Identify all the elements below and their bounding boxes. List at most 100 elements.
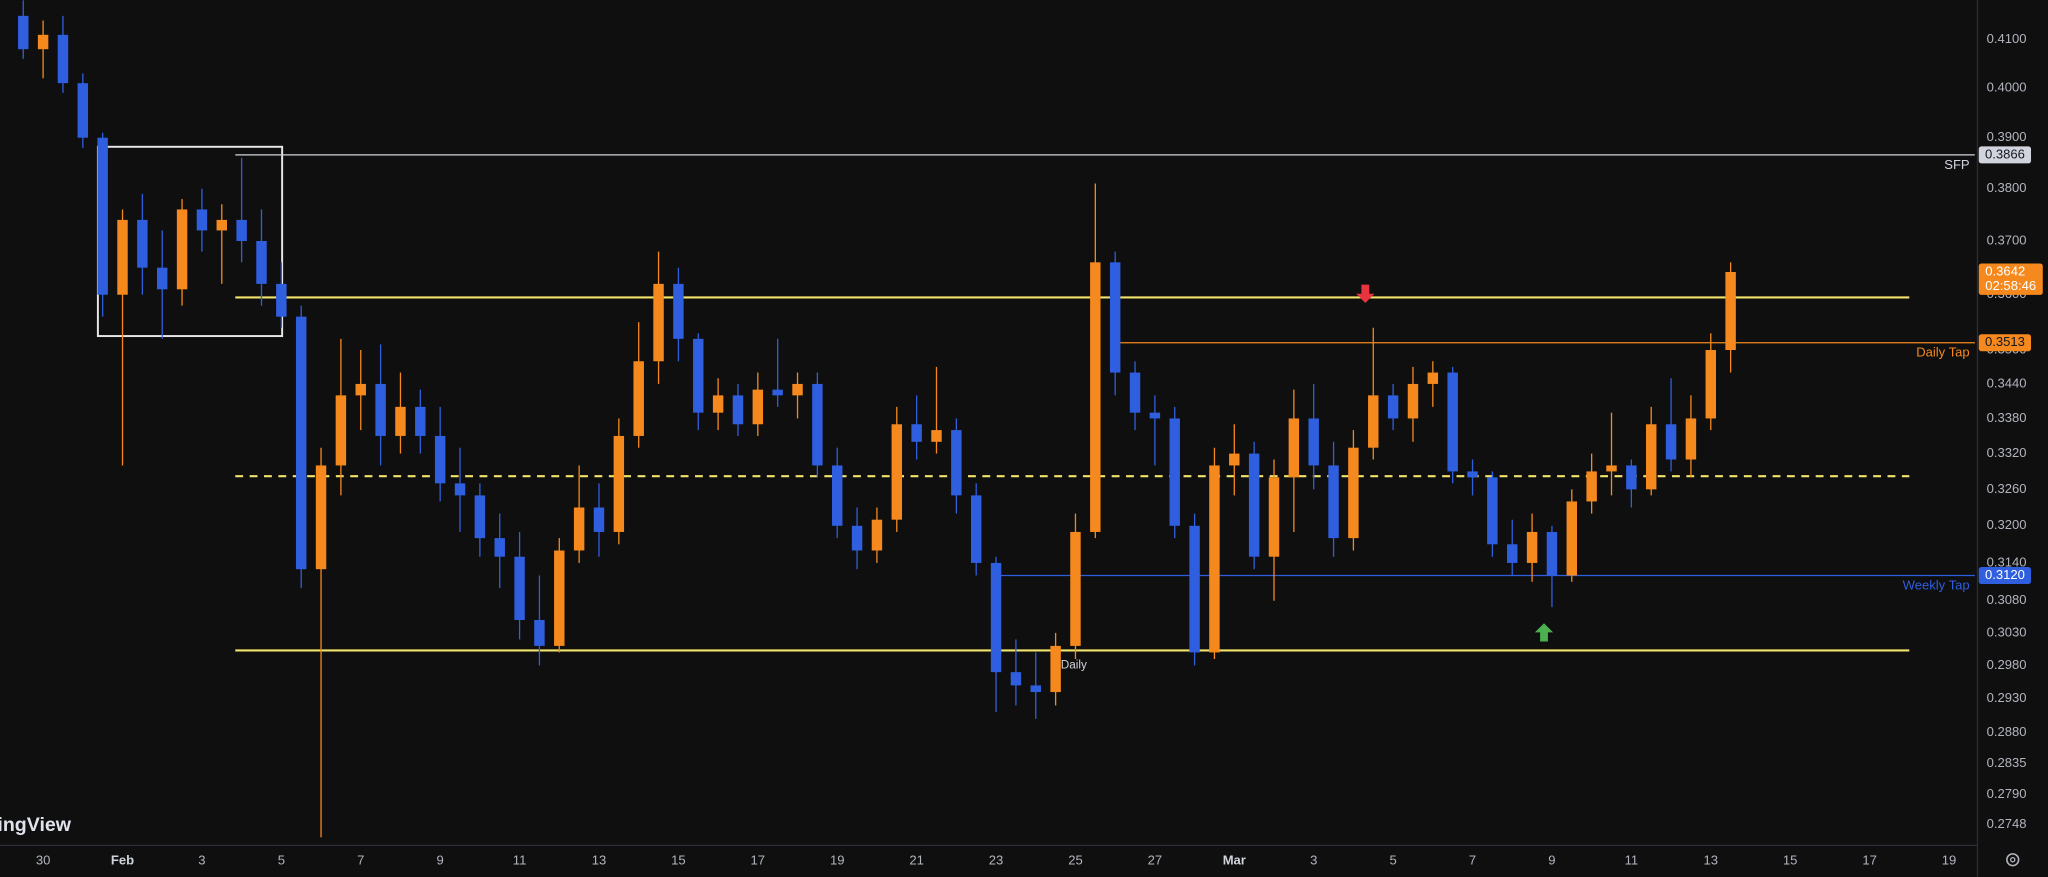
candle-body	[970, 495, 982, 563]
candle-body	[256, 240, 267, 284]
candle-body	[1268, 477, 1280, 557]
candle-body	[812, 383, 823, 466]
candle-body	[474, 495, 486, 539]
candle-body	[832, 465, 843, 526]
candle-body	[693, 338, 704, 413]
candle-body	[1407, 383, 1419, 419]
y-tick-label: 0.2790	[1987, 786, 2027, 801]
candle-body	[156, 267, 168, 290]
x-tick-label: 9	[437, 852, 444, 867]
candle-body	[772, 389, 783, 396]
settings-icon[interactable]	[2006, 853, 2020, 867]
y-tick-label: 0.4000	[1987, 80, 2027, 95]
candle-body	[1308, 418, 1319, 466]
candle-body	[1705, 350, 1716, 419]
candle-body	[653, 283, 664, 362]
candle-body	[276, 283, 287, 317]
candle-body	[57, 34, 69, 84]
candle-body	[1447, 372, 1458, 472]
candle-body	[1050, 645, 1061, 693]
candle-body	[1507, 544, 1518, 563]
candle-body	[792, 383, 803, 396]
candle-body	[1348, 447, 1359, 539]
x-tick-label: 3	[198, 852, 205, 867]
candle-body	[1665, 424, 1677, 460]
x-tick-label: Feb	[111, 852, 134, 867]
candle-body	[1030, 685, 1041, 693]
candle-body	[1387, 395, 1399, 419]
candle-body	[1189, 525, 1200, 653]
candle-body	[911, 424, 922, 442]
last-price-badge	[1978, 263, 2043, 295]
candle-body	[593, 507, 605, 532]
candle-body	[236, 219, 247, 241]
candle-body	[1427, 372, 1439, 384]
candle-body	[1586, 471, 1597, 502]
candle-body	[712, 395, 724, 413]
candle-body	[355, 383, 366, 396]
candle-body	[315, 465, 327, 570]
candle-body	[534, 619, 545, 646]
candle-body	[1209, 465, 1220, 653]
x-tick-label: 17	[751, 852, 766, 867]
candle-body	[1685, 418, 1697, 460]
candle-body	[1070, 531, 1081, 646]
candle-body	[434, 435, 446, 484]
candle-body	[1606, 465, 1617, 472]
candle-body	[18, 15, 29, 50]
y-tick-label: 0.3440	[1987, 375, 2027, 390]
candle-body	[891, 424, 903, 520]
countdown-label: 02:58:46	[1985, 278, 2036, 293]
candle-body	[97, 137, 108, 295]
candle-body	[395, 406, 406, 436]
candle-body	[1288, 418, 1300, 478]
x-tick-label: 7	[357, 852, 364, 867]
x-tick-label: 3	[1310, 852, 1317, 867]
x-tick-label: 19	[1942, 852, 1957, 867]
x-tick-label: 5	[278, 852, 285, 867]
level-label: Daily Tap	[1916, 345, 1969, 360]
candle-body	[1368, 395, 1379, 448]
x-tick-label: 7	[1469, 852, 1476, 867]
x-tick-label: 13	[592, 852, 607, 867]
x-tick-label: Mar	[1223, 852, 1246, 867]
candle-body	[673, 283, 684, 339]
x-tick-label: 23	[989, 852, 1004, 867]
candle-body	[951, 430, 962, 496]
x-tick-label: 11	[1625, 852, 1639, 867]
candle-body	[454, 483, 466, 496]
candle-body	[176, 209, 188, 290]
candle-body	[494, 538, 505, 557]
y-tick-label: 0.3200	[1987, 517, 2027, 532]
x-tick-label: 21	[909, 852, 924, 867]
level-label: SFP	[1944, 157, 1970, 172]
price-badge	[1978, 566, 2032, 584]
candle-body	[732, 395, 744, 425]
last-price-label: 0.3642	[1985, 263, 2025, 278]
candle-body	[851, 525, 863, 551]
candle-body	[1229, 453, 1240, 466]
candle-body	[1526, 531, 1538, 563]
candle-body	[1328, 465, 1339, 539]
y-tick-label: 0.3900	[1987, 129, 2027, 144]
candle-body	[1566, 501, 1578, 576]
x-tick-label: 15	[1783, 852, 1798, 867]
candle-body	[1645, 424, 1657, 490]
x-tick-label: 30	[36, 852, 51, 867]
candle-body	[931, 430, 942, 442]
x-tick-label: 15	[671, 852, 686, 867]
candle-body	[1626, 465, 1637, 490]
y-tick-label: 0.3140	[1987, 554, 2027, 569]
candle-body	[1109, 262, 1121, 373]
candle-body	[415, 406, 426, 436]
y-tick-label: 0.2980	[1987, 657, 2027, 672]
y-tick-label: 0.2835	[1987, 755, 2027, 770]
plot-area	[18, 0, 1975, 838]
x-tick-label: 13	[1704, 852, 1719, 867]
candle-body	[1010, 672, 1022, 686]
candle-body	[1467, 471, 1478, 478]
x-tick-label: 27	[1148, 852, 1163, 867]
candle-body	[1546, 531, 1558, 576]
